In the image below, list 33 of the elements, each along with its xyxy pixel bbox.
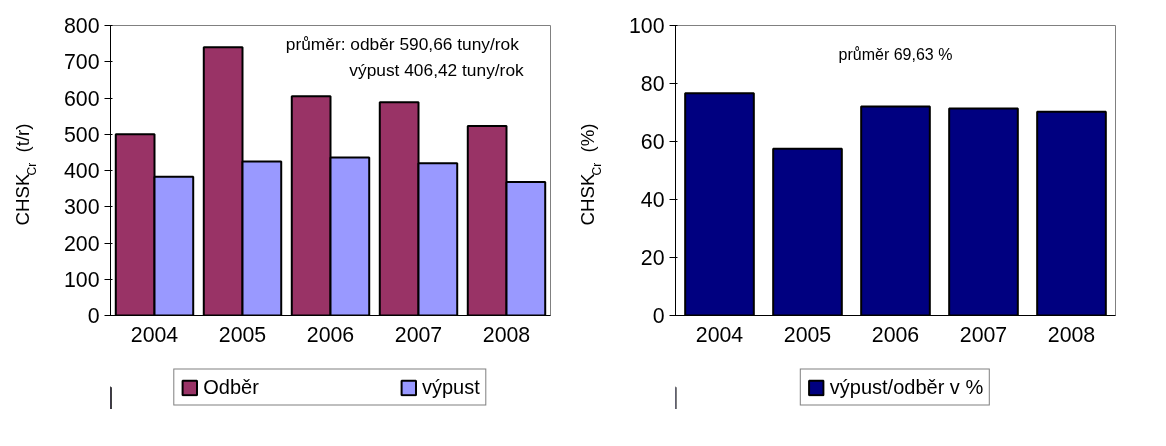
y-tick-label: 80	[640, 72, 665, 96]
y-tick-label: 500	[63, 122, 100, 147]
y-tick-label: 600	[63, 86, 100, 111]
legend-label: výpust	[421, 375, 480, 399]
y-tick-label: 100	[63, 267, 100, 292]
y-axis-title: CHSKCr (%)	[576, 123, 604, 226]
y-tick-label: 800	[63, 14, 100, 38]
x-tick-label: 2006	[306, 322, 355, 347]
x-tick-label: 2007	[959, 322, 1008, 347]
x-tick-label: 2007	[394, 322, 443, 347]
y-tick-label: 40	[640, 188, 665, 212]
x-tick-label: 2004	[130, 322, 179, 347]
y-tick-label: 700	[63, 50, 100, 75]
y-tick-label: 200	[63, 231, 100, 256]
y-axis-title: CHSKCr (t/r)	[11, 123, 39, 226]
y-tick-label: 100	[628, 14, 665, 38]
x-tick-label: 2008	[482, 322, 531, 347]
y-tick-label: 0	[652, 304, 665, 328]
y-tick-label: 20	[640, 246, 665, 270]
legend-label: Odběr	[203, 375, 259, 399]
annotation: výpust 406,42 tuny/rok	[349, 59, 525, 80]
y-tick-label: 60	[640, 130, 665, 154]
x-tick-label: 2006	[871, 322, 920, 347]
x-tick-label: 2005	[783, 322, 832, 347]
y-tick-label: 400	[63, 159, 100, 183]
y-tick-label: 300	[63, 195, 100, 220]
x-tick-label: 2005	[218, 322, 267, 347]
x-tick-label: 2004	[695, 322, 744, 347]
legend-label: výpust/odběr v %	[829, 375, 984, 399]
annotation: průměr 69,63 %	[838, 45, 953, 63]
y-tick-label: 0	[87, 304, 100, 328]
x-tick-label: 2008	[1047, 322, 1096, 347]
annotation: průměr: odběr 590,66 tuny/rok	[285, 33, 520, 54]
